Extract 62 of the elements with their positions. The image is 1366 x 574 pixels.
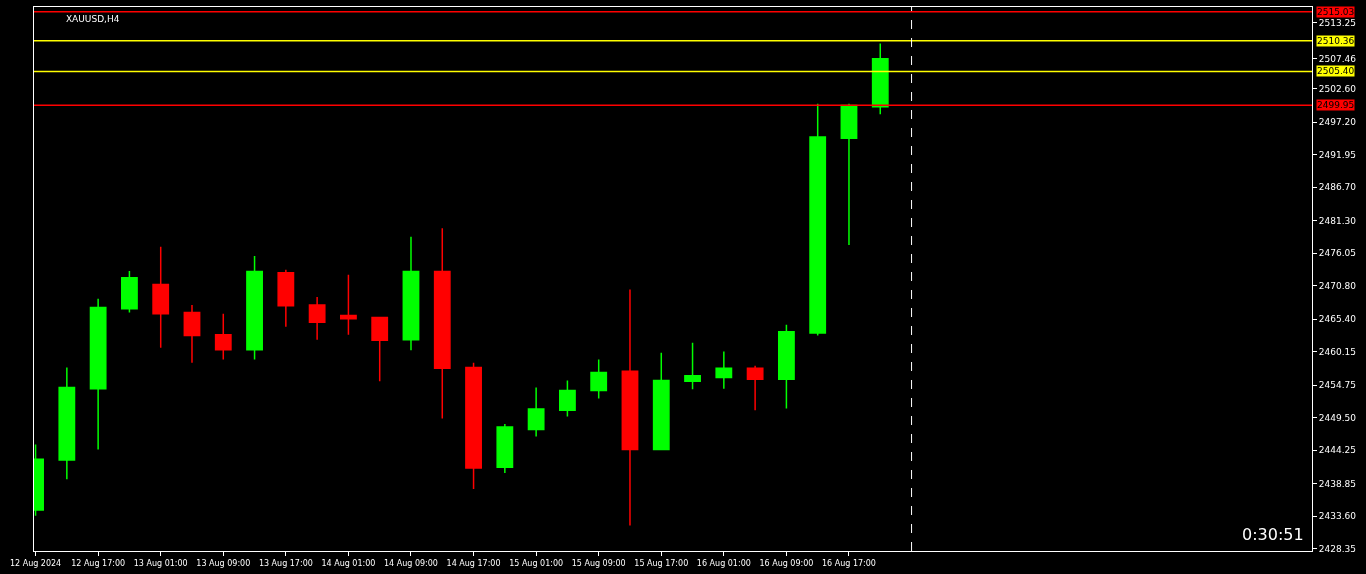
text: XAUUSD,H4: [65, 14, 120, 25]
candlestick: [152, 246, 170, 349]
candlestick: [433, 227, 451, 420]
candlestick: [58, 366, 76, 480]
x-tick-label: 14 Aug 17:00: [446, 558, 501, 568]
y-tick-label: 2444.25: [1318, 445, 1357, 456]
x-tick-label: 14 Aug 01:00: [321, 558, 376, 568]
candlestick: [652, 351, 670, 451]
x-tick-label: 16 Aug 09:00: [759, 558, 814, 568]
y-tick-label: 2502.60: [1318, 83, 1357, 94]
y-tick-label: 2470.80: [1318, 280, 1357, 291]
x-tick-label: 13 Aug 17:00: [258, 558, 313, 568]
y-tick-label: 2460.15: [1318, 346, 1357, 357]
y-tick-label: 2476.05: [1318, 248, 1357, 259]
x-tick-label: 15 Aug 09:00: [571, 558, 626, 568]
y-tick-label: 2465.40: [1318, 314, 1357, 325]
candlestick: [402, 236, 420, 351]
candlestick: [527, 386, 545, 438]
y-tick-label: 2491.95: [1318, 149, 1357, 160]
y-tick-label: 2513.25: [1318, 17, 1357, 28]
y-tick-label: 2454.75: [1318, 380, 1357, 391]
x-tick-label: 13 Aug 01:00: [133, 558, 188, 568]
candlestick: [590, 358, 608, 400]
ref-line-label: 2499.95: [1317, 100, 1355, 110]
x-tick-label: 16 Aug 17:00: [822, 558, 876, 568]
candlestick: [621, 288, 639, 527]
y-tick-label: 2481.30: [1318, 215, 1357, 226]
candlestick: [684, 342, 701, 391]
y-tick-label: 2428.35: [1318, 543, 1357, 554]
x-tick-label: 16 Aug 01:00: [696, 558, 751, 568]
y-tick-label: 2449.50: [1318, 412, 1357, 423]
candlestick: [183, 304, 201, 364]
y-tick-label: 2486.70: [1318, 182, 1357, 193]
candlestick: [496, 423, 514, 474]
candlestick: [371, 316, 389, 382]
candlestick: [277, 268, 295, 328]
y-tick-label: 2507.46: [1318, 53, 1357, 64]
annotation: 0:30:51: [1242, 525, 1304, 544]
ref-line-label: 2505.40: [1317, 66, 1355, 76]
candlestick: [89, 298, 107, 451]
candlestick: [246, 255, 263, 361]
candlestick: [121, 270, 138, 314]
x-tick-label: 15 Aug 01:00: [509, 558, 564, 568]
candlestick: [465, 361, 482, 490]
candlestick: [214, 312, 232, 361]
x-tick-label: 12 Aug 2024: [9, 558, 62, 568]
candlestick: [746, 364, 764, 412]
x-tick-label: 14 Aug 09:00: [384, 558, 438, 568]
x-tick-label: 15 Aug 17:00: [634, 558, 689, 568]
candlestick: [777, 324, 795, 410]
y-tick-label: 2438.85: [1318, 478, 1357, 489]
candlestick: [715, 350, 733, 390]
x-tick-label: 12 Aug 17:00: [71, 558, 126, 568]
x-tick-label: 13 Aug 09:00: [196, 558, 251, 568]
ref-line-label: 2515.03: [1317, 7, 1355, 17]
candlestick: [559, 379, 576, 418]
ref-line-label: 2510.36: [1317, 36, 1355, 46]
candlestick: [308, 296, 326, 341]
y-tick-label: 2497.20: [1318, 117, 1357, 128]
y-tick-label: 2433.60: [1318, 511, 1357, 522]
candlestick: [340, 273, 357, 336]
candlestick: [871, 42, 889, 115]
